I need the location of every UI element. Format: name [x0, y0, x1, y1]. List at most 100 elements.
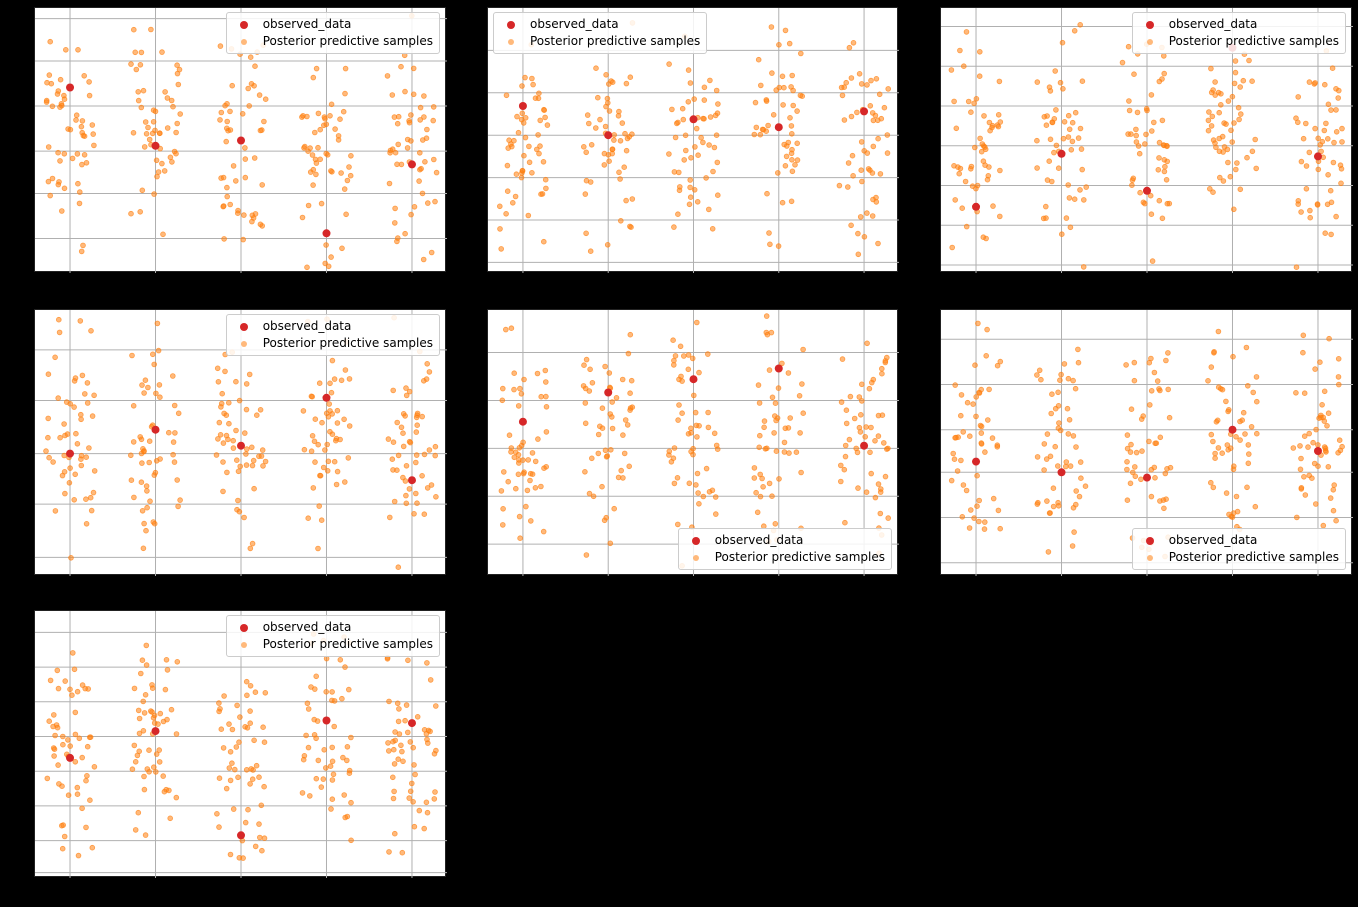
posterior-sample-point — [1208, 89, 1215, 96]
posterior-sample-point — [1315, 442, 1321, 448]
posterior-sample-point — [628, 377, 635, 384]
posterior-sample-point — [261, 739, 268, 746]
posterior-sample-point — [171, 402, 178, 409]
posterior-sample-point — [957, 47, 963, 54]
posterior-sample-point — [389, 774, 396, 781]
posterior-sample-point — [798, 469, 804, 476]
legend-label-observed: observed_data — [262, 620, 352, 634]
posterior-sample-point — [620, 475, 626, 481]
posterior-sample-point — [89, 413, 96, 419]
posterior-sample-point — [543, 404, 550, 410]
posterior-sample-point — [54, 91, 61, 97]
posterior-sample-point — [1049, 119, 1055, 125]
posterior-sample-point — [1161, 157, 1168, 163]
posterior-sample-point — [588, 142, 595, 148]
posterior-sample-point — [1060, 86, 1066, 92]
posterior-sample-point — [875, 240, 881, 247]
posterior-sample-point — [420, 256, 427, 263]
posterior-sample-point — [839, 356, 846, 362]
posterior-sample-point — [1231, 120, 1237, 126]
posterior-sample-point — [768, 24, 775, 30]
posterior-sample-point — [78, 123, 85, 130]
posterior-sample-point — [1229, 93, 1236, 100]
posterior-sample-point — [623, 197, 629, 204]
posterior-sample-point — [1326, 335, 1332, 342]
observed-data-point — [322, 716, 331, 725]
posterior-sample-point — [307, 169, 314, 175]
posterior-sample-point — [521, 376, 527, 383]
posterior-sample-point — [176, 66, 183, 73]
posterior-sample-point — [79, 372, 86, 379]
subplot-3: observed_data Posterior predictive sampl… — [940, 7, 1353, 273]
posterior-sample-point — [83, 160, 90, 166]
posterior-sample-point — [583, 230, 589, 237]
observed-data-point — [860, 107, 869, 116]
posterior-sample-point — [666, 452, 672, 458]
posterior-sample-point — [848, 113, 855, 120]
posterior-sample-point — [997, 358, 1004, 365]
posterior-sample-point — [227, 201, 234, 208]
posterior-sample-point — [844, 184, 851, 190]
posterior-sample-point — [1335, 87, 1342, 94]
posterior-sample-point — [1081, 197, 1087, 203]
posterior-sample-point — [153, 157, 160, 164]
posterior-sample-point — [168, 706, 175, 713]
posterior-sample-point — [45, 178, 52, 185]
posterior-sample-point — [1217, 102, 1224, 108]
posterior-sample-point — [424, 809, 431, 816]
posterior-sample-point — [499, 522, 506, 528]
posterior-sample-point — [221, 693, 227, 699]
posterior-sample-point — [170, 439, 177, 445]
posterior-sample-point — [1166, 414, 1173, 421]
posterior-sample-point — [406, 388, 413, 395]
posterior-sample-point — [1127, 480, 1134, 487]
posterior-sample-point — [503, 211, 509, 217]
posterior-sample-point — [131, 685, 138, 692]
posterior-sample-point — [67, 686, 73, 693]
posterior-sample-point — [394, 120, 401, 127]
posterior-sample-point — [1325, 101, 1332, 108]
observed-data-point — [151, 425, 160, 434]
posterior-sample-point — [960, 482, 967, 488]
posterior-sample-point — [1293, 264, 1300, 271]
posterior-sample-point — [243, 462, 250, 468]
observed-data-point — [774, 364, 783, 373]
posterior-sample-point — [690, 451, 696, 458]
posterior-sample-point — [1043, 203, 1049, 210]
legend-label-samples: Posterior predictive samples — [262, 336, 433, 350]
posterior-sample-point — [1162, 470, 1169, 477]
posterior-sample-point — [390, 439, 397, 446]
posterior-sample-point — [500, 506, 506, 512]
posterior-sample-point — [1252, 136, 1259, 143]
posterior-sample-point — [787, 115, 793, 121]
posterior-sample-point — [521, 152, 527, 159]
posterior-sample-point — [1065, 431, 1072, 437]
posterior-sample-point — [74, 441, 81, 447]
posterior-sample-point — [315, 545, 321, 552]
posterior-sample-point — [1245, 451, 1252, 457]
posterior-sample-point — [229, 82, 236, 89]
legend-label-samples: Posterior predictive samples — [262, 637, 433, 651]
posterior-sample-point — [1230, 206, 1237, 213]
posterior-sample-point — [788, 198, 795, 205]
posterior-sample-point — [785, 370, 792, 376]
posterior-sample-point — [144, 488, 150, 494]
posterior-sample-point — [331, 376, 338, 382]
posterior-sample-point — [994, 444, 1001, 450]
posterior-sample-point — [262, 690, 269, 696]
posterior-sample-point — [1149, 258, 1156, 264]
posterior-sample-point — [250, 457, 257, 464]
posterior-sample-point — [973, 413, 979, 420]
posterior-sample-point — [1212, 450, 1218, 457]
posterior-sample-point — [81, 391, 88, 397]
legend-entry-samples: Posterior predictive samples — [233, 636, 433, 653]
posterior-sample-point — [151, 191, 157, 197]
posterior-sample-point — [303, 732, 309, 739]
observed-data-point — [972, 457, 981, 466]
posterior-sample-point — [141, 710, 148, 716]
posterior-sample-point — [597, 116, 603, 123]
posterior-sample-point — [136, 715, 143, 722]
posterior-sample-point — [846, 44, 853, 51]
posterior-sample-point — [1335, 374, 1342, 380]
posterior-sample-point — [1223, 121, 1229, 127]
